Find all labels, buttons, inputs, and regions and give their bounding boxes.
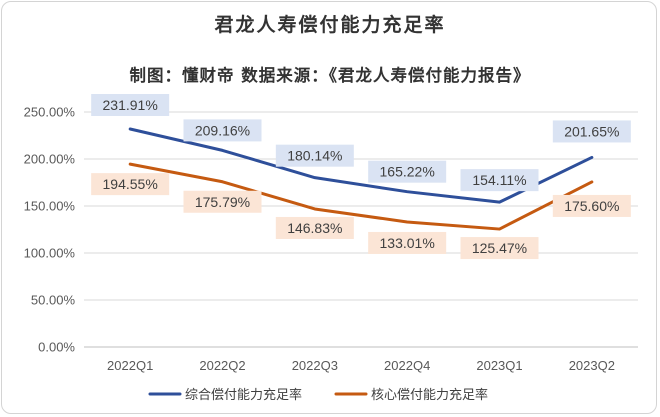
data-label: 154.11% [472, 172, 526, 188]
y-tick-label: 150.00% [24, 199, 76, 214]
data-label: 146.83% [287, 220, 342, 236]
data-label-bg [275, 144, 354, 167]
data-label: 133.01% [380, 235, 435, 251]
data-label-bg [460, 237, 539, 260]
data-label-bg [91, 94, 170, 117]
data-label-bg [552, 194, 631, 217]
legend-label: 综合偿付能力充足率 [185, 387, 302, 403]
y-tick-label: 200.00% [24, 152, 76, 167]
x-tick-label: 2022Q2 [199, 358, 245, 373]
data-label: 209.16% [195, 122, 250, 138]
data-label-bg [91, 173, 170, 196]
chart-subtitle: 制图：懂财帝 数据来源：《君龙人寿偿付能力报告》 [129, 66, 531, 85]
data-label-bg [368, 231, 447, 254]
data-label: 194.55% [103, 176, 158, 192]
data-label: 231.91% [103, 97, 158, 113]
data-label-bg [183, 119, 262, 142]
data-label-bg [460, 169, 539, 192]
data-label-bg [275, 216, 354, 239]
data-label-bg [552, 120, 631, 143]
data-label: 165.22% [380, 164, 435, 180]
x-tick-label: 2022Q4 [384, 358, 430, 373]
y-tick-label: 100.00% [24, 246, 76, 261]
x-tick-label: 2022Q3 [292, 358, 338, 373]
data-label: 180.14% [287, 148, 342, 164]
data-label-bg [183, 190, 262, 213]
legend-label: 核心偿付能力充足率 [371, 387, 488, 403]
data-label: 175.60% [564, 198, 619, 214]
x-tick-label: 2022Q1 [107, 358, 153, 373]
x-tick-label: 2023Q1 [476, 358, 522, 373]
y-tick-label: 0.00% [38, 340, 75, 355]
x-tick-label: 2023Q2 [569, 358, 615, 373]
y-tick-label: 250.00% [24, 105, 76, 120]
data-label-bg [368, 160, 447, 183]
chart-title: 君龙人寿偿付能力充足率 [214, 14, 446, 36]
data-label: 125.47% [472, 240, 527, 256]
y-tick-label: 50.00% [31, 293, 76, 308]
series-line-2 [128, 162, 594, 231]
data-label: 201.65% [564, 123, 619, 139]
series-line-1 [128, 127, 594, 204]
data-label: 175.79% [195, 194, 250, 210]
